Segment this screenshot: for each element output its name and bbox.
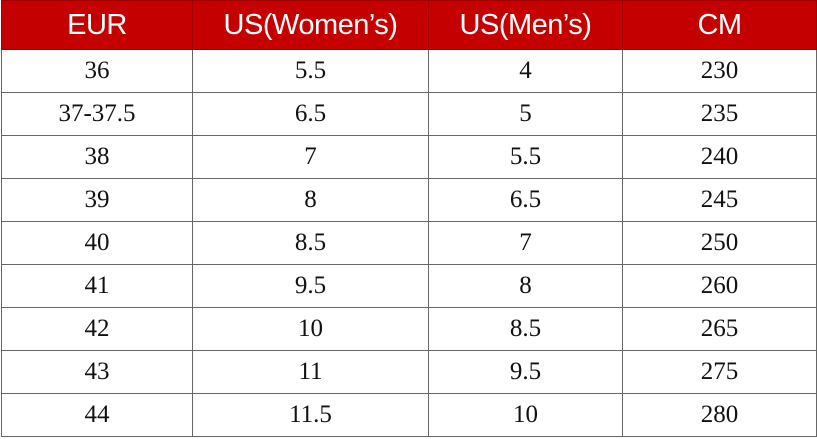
table-cell: 44 bbox=[1, 393, 193, 437]
table-cell: 10 bbox=[428, 393, 623, 437]
table-row: 39 8 6.5 245 bbox=[1, 178, 817, 222]
table-cell: 10 bbox=[192, 307, 429, 351]
table-header: EUR US(Women’s) US(Men’s) CM bbox=[1, 0, 817, 50]
table-row: 41 9.5 8 260 bbox=[1, 264, 817, 308]
table-row: 42 10 8.5 265 bbox=[1, 307, 817, 351]
table-cell: 260 bbox=[622, 264, 817, 308]
table-cell: 280 bbox=[622, 393, 817, 437]
table-cell: 5.5 bbox=[192, 49, 429, 93]
table-cell: 40 bbox=[1, 221, 193, 265]
table-cell: 230 bbox=[622, 49, 817, 93]
table-row: 40 8.5 7 250 bbox=[1, 221, 817, 265]
table-row: 43 11 9.5 275 bbox=[1, 350, 817, 394]
table-cell: 265 bbox=[622, 307, 817, 351]
table-cell: 9.5 bbox=[428, 350, 623, 394]
table-cell: 37-37.5 bbox=[1, 92, 193, 136]
table-cell: 240 bbox=[622, 135, 817, 179]
table-row: 38 7 5.5 240 bbox=[1, 135, 817, 179]
table-cell: 5 bbox=[428, 92, 623, 136]
table-row: 36 5.5 4 230 bbox=[1, 49, 817, 93]
table-cell: 7 bbox=[428, 221, 623, 265]
table-cell: 36 bbox=[1, 49, 193, 93]
table-cell: 8.5 bbox=[192, 221, 429, 265]
table-cell: 39 bbox=[1, 178, 193, 222]
table-cell: 41 bbox=[1, 264, 193, 308]
table-cell: 8.5 bbox=[428, 307, 623, 351]
table-cell: 8 bbox=[428, 264, 623, 308]
table-cell: 245 bbox=[622, 178, 817, 222]
table-cell: 8 bbox=[192, 178, 429, 222]
table-cell: 6.5 bbox=[192, 92, 429, 136]
table-cell: 275 bbox=[622, 350, 817, 394]
header-row: EUR US(Women’s) US(Men’s) CM bbox=[1, 0, 817, 50]
header-cell: EUR bbox=[1, 0, 193, 50]
table-cell: 7 bbox=[192, 135, 429, 179]
table-cell: 6.5 bbox=[428, 178, 623, 222]
table-body: 36 5.5 4 230 37-37.5 6.5 5 235 38 7 5.5 240 39 8 6.5 24… bbox=[1, 49, 817, 437]
table-cell: 43 bbox=[1, 350, 193, 394]
table-cell: 42 bbox=[1, 307, 193, 351]
table-cell: 250 bbox=[622, 221, 817, 265]
table-cell: 4 bbox=[428, 49, 623, 93]
table-cell: 38 bbox=[1, 135, 193, 179]
header-cell: CM bbox=[622, 0, 817, 50]
table-cell: 9.5 bbox=[192, 264, 429, 308]
header-cell: US(Women’s) bbox=[192, 0, 429, 50]
table-row: 44 11.5 10 280 bbox=[1, 393, 817, 437]
header-cell: US(Men’s) bbox=[428, 0, 623, 50]
table-cell: 235 bbox=[622, 92, 817, 136]
table-cell: 5.5 bbox=[428, 135, 623, 179]
table-row: 37-37.5 6.5 5 235 bbox=[1, 92, 817, 136]
table-cell: 11.5 bbox=[192, 393, 429, 437]
table-cell: 11 bbox=[192, 350, 429, 394]
